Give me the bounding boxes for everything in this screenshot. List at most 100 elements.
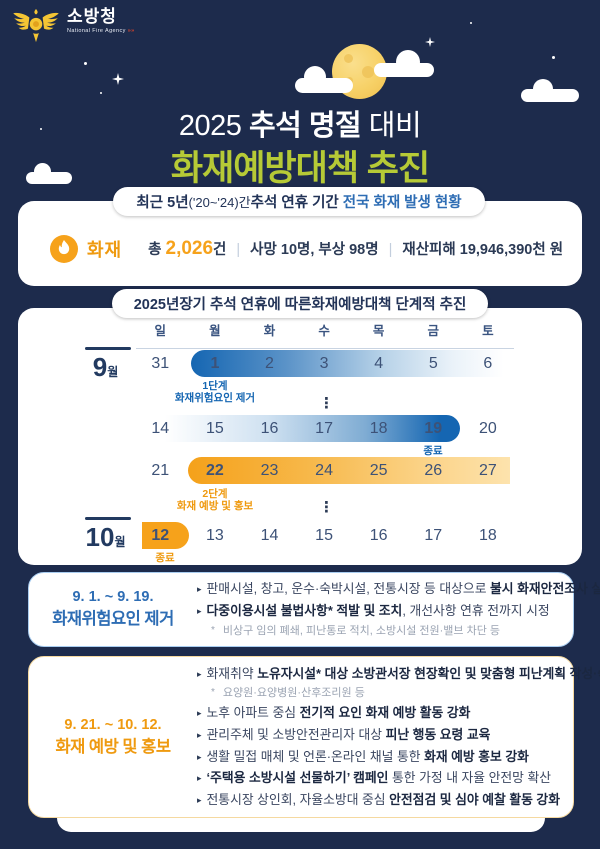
weekday-mon: 월 (209, 324, 221, 338)
bullet-item: ▸ ‘주택용 소방시설 선물하기’ 캠페인 통한 가정 내 자율 안전망 확산 (197, 770, 552, 786)
star-dot (552, 56, 555, 59)
day-cell: 16 (260, 420, 279, 437)
damage-stat: 재산피해 19,946,390천 원 (402, 242, 564, 258)
day-cell-phase1-end: 19 (424, 420, 443, 437)
calendar-card: 일 월 화 수 목 금 토 9월 31 1 2 3 4 5 6 1단계 화재위험… (18, 308, 582, 565)
star-dot (40, 128, 42, 130)
bullet-arrow-icon: ▸ (197, 729, 202, 740)
fire-total-count: 총 2,026건 (148, 238, 227, 259)
phase1-calendar-label: 1단계 화재위험요인 제거 (174, 380, 256, 404)
calendar-week-row: 21 22 23 24 25 26 27 (133, 457, 515, 484)
day-cell: 18 (369, 420, 388, 437)
october-overline (85, 517, 131, 520)
day-cell-phase2-start: 22 (205, 462, 224, 479)
bullet-item: ▸ 관리주체 및 소방안전관리자 대상 피난 행동 요령 교육 (197, 726, 491, 742)
day-cell: 4 (374, 355, 384, 372)
phase2-calendar-label: 2단계 화재 예방 및 홍보 (176, 488, 254, 512)
phase2-end-label: 종료 (155, 552, 175, 564)
star-icon (112, 73, 124, 85)
cloud-icon (521, 79, 579, 102)
fire-stat-label: 화재 (87, 240, 123, 260)
bullet-arrow-icon: ▸ (197, 605, 202, 616)
day-cell: 15 (315, 527, 333, 544)
day-cell: 3 (319, 355, 329, 372)
phase1-title: 화재위험요인 제거 (52, 610, 174, 629)
day-cell: 27 (478, 462, 497, 479)
bullet-item: ▸ 노후 아파트 중심 전기적 요인 화재 예방 활동 강화 (197, 705, 471, 721)
weekday-wed: 수 (318, 324, 330, 338)
month-label-september: 9월 (92, 352, 119, 382)
casualty-stat: 사망 10명, 부상 98명 (250, 242, 379, 258)
phase1-start-bar (191, 350, 510, 377)
day-cell: 2 (265, 355, 274, 372)
bullet-item: ▸ 판매시설, 창고, 운수·숙박시설, 전통시장 등 대상으로 불시 화재안전조… (197, 581, 600, 597)
asterisk-mark: * (211, 624, 215, 636)
bullet-arrow-icon: ▸ (197, 751, 202, 762)
phase2-side-label: 9. 21. ~ 10. 12. 화재 예방 및 홍보 (29, 715, 197, 760)
phase1-date-range: 9. 1. ~ 9. 19. (72, 589, 154, 606)
ellipsis: ⋮ (319, 395, 334, 412)
poster-title-line1: 2025 추석 명절 대비 (178, 110, 422, 142)
day-cell: 31 (151, 355, 170, 372)
day-cell: 16 (369, 527, 388, 544)
star-dot (84, 62, 87, 65)
calendar-week-row: 14 15 16 17 18 19 20 (133, 415, 515, 442)
star-dot (470, 22, 472, 24)
stats-row: 화재 총 2,026건 | 사망 10명, 부상 98명 | 재산피해 19,9… (18, 228, 582, 270)
bullet-arrow-icon: ▸ (197, 773, 202, 784)
weekday-header-row: 일 월 화 수 목 금 토 (133, 322, 515, 340)
cloud-icon (374, 50, 434, 77)
calendar-section-header: 2025년 장기 추석 연휴 에 따른 화재예방대책 단계적 추진 (112, 289, 488, 318)
weekday-sat: 토 (482, 324, 494, 338)
day-cell-phase1-start: 1 (210, 355, 220, 372)
logo-chevrons: »» (127, 28, 135, 34)
poster-title-line2: 화재예방대책 추진 (170, 149, 430, 188)
footnote: * 요양원·요양병원·산후조리원 등 (211, 687, 365, 700)
day-cell: 17 (315, 420, 333, 437)
day-cell: 13 (205, 527, 224, 544)
day-cell: 18 (478, 527, 497, 544)
day-cell: 17 (424, 527, 443, 544)
bullet-item: ▸ 다중이용시설 불법사항* 적발 및 조치, 개선사항 연휴 전까지 시정 (197, 602, 550, 618)
phase2-title: 화재 예방 및 홍보 (55, 737, 171, 756)
cloud-icon (295, 66, 353, 93)
stats-section-header: 최근 5년 ('20~'24)간 추석 연휴 기간 전국 화재 발생 현황 (113, 187, 485, 216)
phase1-end-bar (165, 415, 460, 442)
day-cell-phase2-end: 12 (151, 527, 170, 544)
bullet-item: ▸ 전통시장 상인회, 자율소방대 중심 안전점검 및 심야 예찰 활동 강화 (197, 791, 560, 807)
phase1-bullet-list: ▸ 판매시설, 창고, 운수·숙박시설, 전통시장 등 대상으로 불시 화재안전조… (197, 581, 600, 637)
star-icon (425, 37, 435, 47)
day-cell: 14 (260, 527, 279, 544)
bullet-arrow-icon: ▸ (197, 584, 202, 595)
ellipsis: ⋮ (319, 499, 334, 516)
weekday-thu: 목 (372, 324, 385, 338)
phase1-side-label: 9. 1. ~ 9. 19. 화재위험요인 제거 (29, 587, 197, 632)
day-cell: 20 (478, 420, 497, 437)
phase2-end-bar (142, 522, 189, 549)
calendar-divider-line (136, 348, 514, 349)
bullet-item: ▸ 생활 밀접 매체 및 언론·온라인 채널 통한 화재 예방 홍보 강화 (197, 748, 529, 764)
divider: | (388, 242, 393, 258)
september-overline (85, 347, 131, 350)
star-dot (100, 92, 102, 94)
calendar-week-row: 12 13 14 15 16 17 18 (133, 522, 515, 549)
asterisk-mark: * (211, 687, 215, 699)
day-cell: 24 (315, 462, 333, 479)
cloud-icon (26, 163, 72, 184)
bullet-arrow-icon: ▸ (197, 708, 202, 719)
day-cell: 21 (151, 462, 170, 479)
day-cell: 14 (151, 420, 170, 437)
day-cell: 26 (424, 462, 443, 479)
agency-logo: 소방청 National Fire Agency »» (12, 8, 135, 44)
phase2-bullet-list: ▸ 화재취약 노유자시설* 대상 소방관서장 현장확인 및 맞춤형 피난계획 작성… (197, 666, 600, 809)
phase2-detail-box: 9. 21. ~ 10. 12. 화재 예방 및 홍보 ▸ 화재취약 노유자시설*… (28, 656, 600, 818)
bullet-arrow-icon: ▸ (197, 668, 202, 679)
bullet-arrow-icon: ▸ (197, 794, 202, 805)
agency-name: 소방청 (67, 7, 117, 26)
footnote: * 비상구 임의 폐쇄, 피난통로 적치, 소방시설 전원·밸브 차단 등 (211, 624, 501, 637)
phase2-date-range: 9. 21. ~ 10. 12. (64, 716, 162, 733)
agency-subtitle: National Fire Agency »» (67, 28, 135, 34)
day-cell: 23 (260, 462, 279, 479)
fire-icon (50, 235, 78, 263)
divider: | (236, 242, 241, 258)
